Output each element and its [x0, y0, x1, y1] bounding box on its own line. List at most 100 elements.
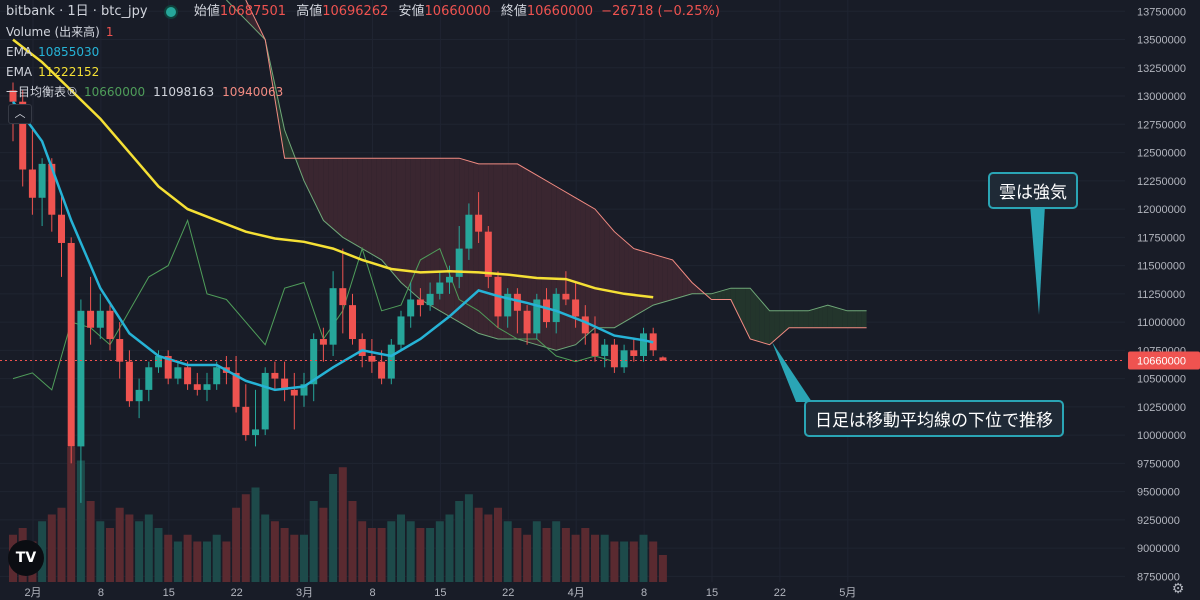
- ichimoku-cloud: [444, 158, 450, 317]
- ichimoku-cloud: [512, 163, 518, 340]
- volume-bar: [542, 528, 551, 582]
- ichimoku-value-2: 11098163: [153, 85, 215, 99]
- volume-bar: [338, 467, 347, 582]
- candle-body: [164, 355, 172, 379]
- volume-bar: [280, 528, 289, 582]
- candle-body: [581, 316, 589, 334]
- span-b-line: [245, 0, 867, 346]
- y-tick-label: 8750000: [1137, 571, 1180, 583]
- chevron-up-icon[interactable]: ︿: [8, 104, 32, 124]
- candle-body: [397, 316, 405, 345]
- symbol-header: bitbank · 1日 · btc_jpy 始値10687501 高値1069…: [6, 2, 724, 22]
- ichimoku-cloud: [818, 306, 823, 328]
- volume-bar: [319, 507, 328, 582]
- ichimoku-cloud: [822, 305, 828, 328]
- ema-fast-legend[interactable]: EMA 10855030: [6, 42, 107, 62]
- ichimoku-cloud: [328, 158, 334, 229]
- ichimoku-cloud: [667, 258, 673, 301]
- ichimoku-cloud: [318, 158, 324, 221]
- open-label: 始値: [193, 4, 220, 19]
- candle-body: [232, 372, 240, 407]
- ichimoku-cloud: [279, 107, 285, 159]
- cloud-callout-pointer: [1030, 205, 1045, 315]
- volume-bar: [367, 528, 376, 582]
- x-tick-label: 5月: [839, 587, 856, 599]
- ichimoku-cloud: [764, 305, 770, 345]
- ichimoku-cloud: [347, 158, 353, 243]
- ichimoku-cloud: [357, 158, 363, 249]
- ichimoku-cloud: [653, 254, 659, 306]
- ichimoku-cloud: [672, 259, 678, 300]
- ichimoku-cloud: [313, 158, 319, 211]
- candle-body: [271, 372, 279, 379]
- volume-label: Volume (出来高): [6, 25, 100, 39]
- candle-body: [523, 310, 531, 334]
- x-tick-label: 3月: [296, 587, 313, 599]
- volume-bar: [494, 507, 502, 582]
- ichimoku-cloud: [565, 192, 571, 348]
- ichimoku-cloud: [798, 310, 804, 328]
- ichimoku-cloud: [730, 288, 736, 310]
- x-tick-label: 15: [163, 587, 175, 599]
- ichimoku-cloud: [245, 0, 251, 25]
- x-tick-label: 15: [706, 587, 718, 599]
- ichimoku-cloud: [658, 255, 663, 304]
- volume-bar: [649, 541, 658, 582]
- ichimoku-legend[interactable]: 一目均衡表® 10660000 11098163 10940063: [6, 82, 291, 102]
- candle-body: [659, 357, 667, 361]
- ema-slow-label: EMA: [6, 65, 33, 79]
- ichimoku-cloud: [561, 189, 566, 349]
- volume-bar: [503, 521, 512, 582]
- ichimoku-cloud: [323, 158, 329, 225]
- y-tick-label: 10500000: [1137, 374, 1186, 386]
- ichimoku-cloud: [856, 310, 862, 328]
- ichimoku-cloud: [813, 307, 819, 328]
- volume-bar: [658, 555, 667, 582]
- ichimoku-cloud: [682, 271, 688, 297]
- y-tick-label: 12750000: [1137, 119, 1186, 131]
- last-price-label: 10660000: [1137, 356, 1186, 368]
- volume-bar: [193, 541, 202, 582]
- volume-bar: [232, 507, 241, 582]
- x-tick-label: 22: [502, 587, 514, 599]
- volume-legend[interactable]: Volume (出来高) 1: [6, 22, 121, 42]
- y-tick-label: 10250000: [1137, 402, 1186, 414]
- low-value: 10660000: [424, 4, 491, 19]
- y-tick-label: 13750000: [1137, 6, 1186, 18]
- gear-icon[interactable]: ⚙: [1171, 581, 1185, 597]
- ichimoku-cloud: [415, 158, 421, 300]
- ichimoku-cloud: [648, 252, 654, 308]
- symbol-label[interactable]: bitbank · 1日 · btc_jpy: [6, 4, 148, 19]
- candle-body: [242, 406, 250, 436]
- candle-body: [290, 389, 298, 396]
- candle-body: [562, 293, 570, 300]
- candle-body: [96, 310, 104, 328]
- volume-bar: [639, 534, 648, 582]
- candle-body: [48, 163, 56, 215]
- volume-bar: [464, 494, 473, 582]
- volume-bar: [135, 521, 144, 582]
- ichimoku-cloud: [624, 240, 629, 323]
- volume-bar: [435, 521, 444, 582]
- ichimoku-cloud: [575, 197, 581, 345]
- volume-bar: [203, 541, 211, 582]
- volume-bar: [581, 528, 590, 582]
- volume-bar: [270, 521, 279, 582]
- ichimoku-cloud: [430, 158, 435, 308]
- candle-body: [426, 293, 434, 306]
- ichimoku-cloud: [711, 292, 717, 300]
- ichimoku-cloud: [716, 291, 722, 300]
- volume-bar: [426, 528, 435, 582]
- ema-slow-legend[interactable]: EMA 11222152: [6, 62, 107, 82]
- low-label: 安値: [398, 4, 425, 19]
- ichimoku-cloud: [425, 158, 431, 306]
- ema-slow-value: 11222152: [38, 65, 100, 79]
- open-value: 10687501: [219, 4, 287, 19]
- ichimoku-cloud: [546, 180, 552, 349]
- ichimoku-cloud: [401, 158, 406, 287]
- volume-bar: [144, 514, 153, 582]
- ichimoku-cloud: [522, 166, 528, 342]
- volume-bar: [348, 501, 357, 582]
- volume-bar: [397, 514, 405, 582]
